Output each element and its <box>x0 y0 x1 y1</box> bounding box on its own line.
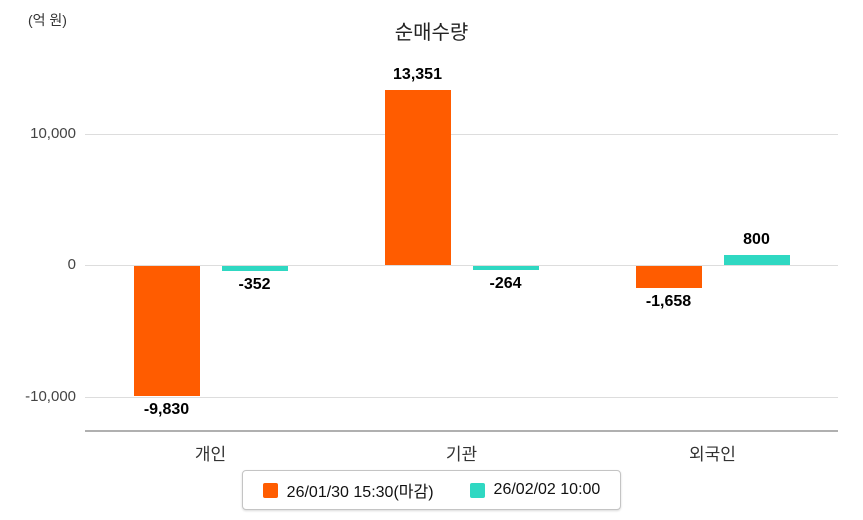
bar-value-label: -9,830 <box>143 400 190 418</box>
y-axis: 10,000 0 -10,000 <box>0 60 80 432</box>
bar-series-1-3 <box>635 266 702 289</box>
bar-value-label: -264 <box>489 274 522 292</box>
gridline <box>85 397 838 399</box>
legend: 26/01/30 15:30(마감) 26/02/02 10:00 <box>0 470 863 510</box>
bar-series-2-3 <box>723 254 790 266</box>
legend-label-series-1: 26/01/30 15:30(마감) <box>286 484 434 501</box>
category-label: 개인 <box>194 445 227 464</box>
legend-item-series-1: 26/01/30 15:30(마감) <box>262 478 434 502</box>
chart-title: 순매수량 <box>394 22 469 44</box>
bar-value-label: 800 <box>743 230 770 248</box>
y-axis-unit-label: (억 원) <box>28 12 67 28</box>
bar-series-1-1 <box>133 266 200 396</box>
bar-value-label: 13,351 <box>393 65 442 83</box>
y-tick-label: -10,000 <box>25 388 76 406</box>
legend-item-series-2: 26/02/02 10:00 <box>469 481 601 499</box>
bar-series-2-2 <box>472 266 539 270</box>
plot-area: -9,830 13,351 -1,658 -352 -264 800 <box>85 60 838 432</box>
bar-series-2-1 <box>221 266 288 272</box>
gridline <box>85 265 838 267</box>
legend-swatch-series-1-icon <box>262 482 278 498</box>
x-axis: 개인 기관 외국인 <box>85 440 838 464</box>
gridline <box>85 133 838 135</box>
legend-swatch-series-2-icon <box>469 482 485 498</box>
y-tick-label: 0 <box>67 256 76 274</box>
bar-value-label: -1,658 <box>645 293 692 311</box>
category-label: 기관 <box>445 445 478 464</box>
bar-value-label: -352 <box>238 276 271 294</box>
legend-box: 26/01/30 15:30(마감) 26/02/02 10:00 <box>241 470 622 510</box>
legend-label-series-2: 26/02/02 10:00 <box>493 481 601 498</box>
y-tick-label: 10,000 <box>30 124 76 142</box>
category-label: 외국인 <box>689 445 736 464</box>
bar-series-1-2 <box>384 89 451 266</box>
